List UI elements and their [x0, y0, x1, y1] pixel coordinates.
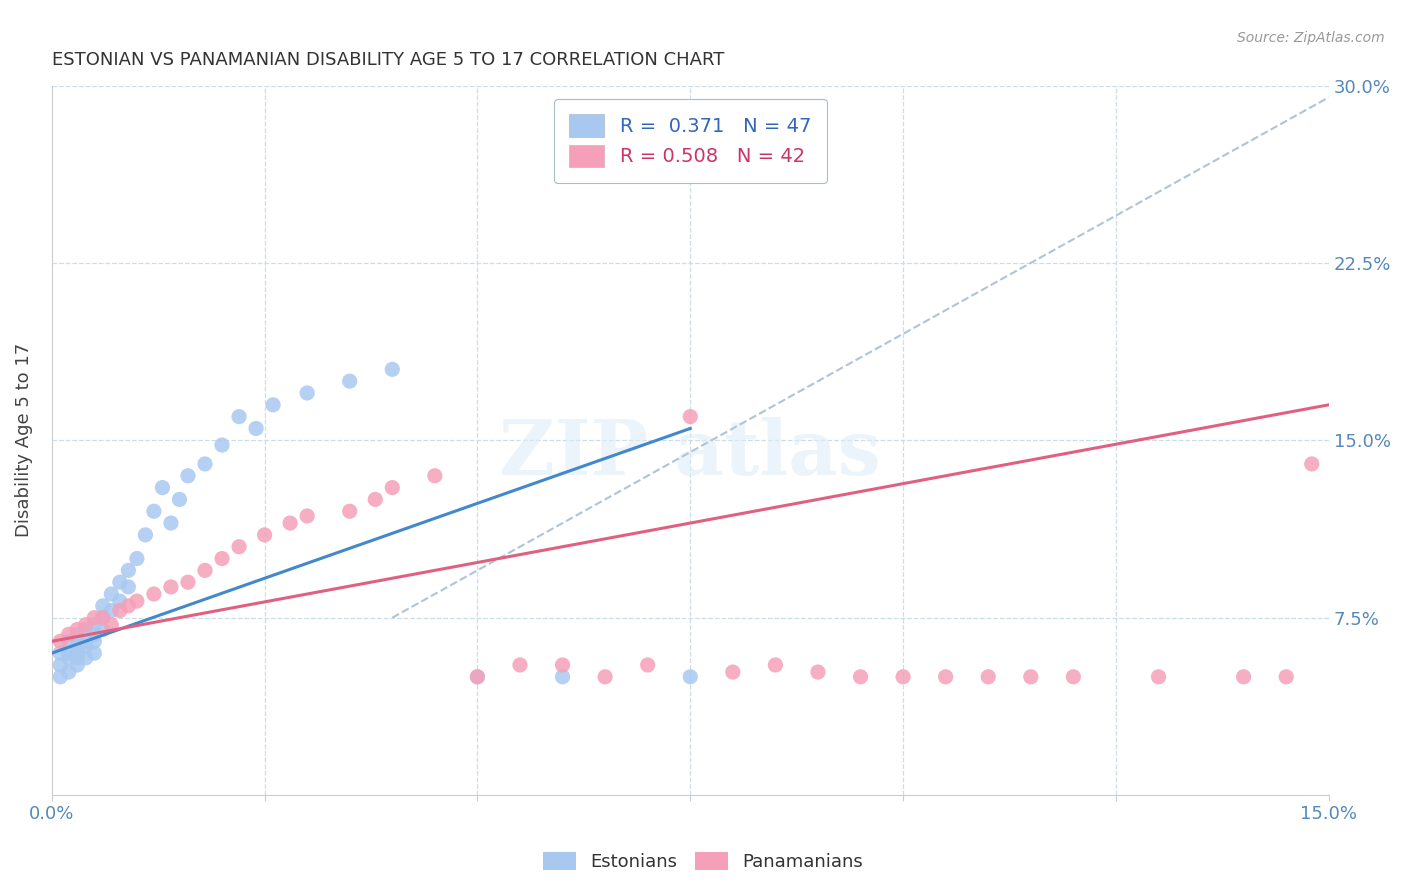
Point	[58, 665, 80, 679]
Point	[108, 575, 131, 590]
Point	[849, 670, 872, 684]
Point	[75, 634, 97, 648]
Point	[108, 594, 131, 608]
Point	[211, 438, 233, 452]
Point	[66, 627, 89, 641]
Point	[83, 627, 105, 641]
Text: Source: ZipAtlas.com: Source: ZipAtlas.com	[1237, 31, 1385, 45]
Point	[295, 508, 318, 523]
Point	[807, 665, 830, 679]
Point	[1275, 670, 1298, 684]
Point	[509, 657, 531, 672]
Point	[339, 504, 361, 518]
Point	[66, 651, 89, 665]
Text: ZIP atlas: ZIP atlas	[499, 417, 882, 491]
Point	[228, 540, 250, 554]
Point	[593, 670, 616, 684]
Point	[977, 670, 1000, 684]
Point	[134, 528, 156, 542]
Point	[142, 504, 165, 518]
Point	[891, 670, 914, 684]
Point	[364, 492, 387, 507]
Point	[551, 657, 574, 672]
Point	[75, 651, 97, 665]
Point	[211, 551, 233, 566]
Point	[194, 457, 217, 471]
Legend: R =  0.371   N = 47, R = 0.508   N = 42: R = 0.371 N = 47, R = 0.508 N = 42	[554, 99, 827, 183]
Point	[152, 481, 174, 495]
Point	[160, 516, 183, 530]
Point	[177, 575, 200, 590]
Point	[169, 492, 191, 507]
Point	[339, 374, 361, 388]
Point	[177, 468, 200, 483]
Point	[467, 670, 489, 684]
Point	[58, 646, 80, 660]
Point	[66, 657, 89, 672]
Point	[58, 634, 80, 648]
Point	[1301, 457, 1323, 471]
Point	[423, 468, 446, 483]
Point	[721, 665, 744, 679]
Point	[467, 670, 489, 684]
Point	[551, 670, 574, 684]
Point	[75, 617, 97, 632]
Point	[679, 409, 702, 424]
Point	[125, 594, 148, 608]
Point	[142, 587, 165, 601]
Point	[66, 646, 89, 660]
Point	[83, 634, 105, 648]
Point	[75, 623, 97, 637]
Point	[381, 362, 404, 376]
Point	[58, 651, 80, 665]
Point	[295, 386, 318, 401]
Y-axis label: Disability Age 5 to 17: Disability Age 5 to 17	[15, 343, 32, 537]
Point	[100, 587, 122, 601]
Point	[117, 599, 139, 613]
Point	[100, 617, 122, 632]
Point	[117, 563, 139, 577]
Point	[91, 610, 114, 624]
Point	[228, 409, 250, 424]
Point	[262, 398, 284, 412]
Point	[58, 627, 80, 641]
Point	[935, 670, 957, 684]
Point	[91, 599, 114, 613]
Text: ESTONIAN VS PANAMANIAN DISABILITY AGE 5 TO 17 CORRELATION CHART: ESTONIAN VS PANAMANIAN DISABILITY AGE 5 …	[52, 51, 724, 69]
Point	[763, 657, 786, 672]
Point	[83, 646, 105, 660]
Point	[679, 670, 702, 684]
Point	[100, 604, 122, 618]
Point	[1233, 670, 1256, 684]
Point	[194, 563, 217, 577]
Point	[278, 516, 301, 530]
Point	[83, 617, 105, 632]
Point	[245, 421, 267, 435]
Point	[49, 634, 72, 648]
Point	[637, 657, 659, 672]
Point	[49, 657, 72, 672]
Point	[91, 610, 114, 624]
Point	[91, 623, 114, 637]
Point	[381, 481, 404, 495]
Point	[117, 580, 139, 594]
Point	[253, 528, 276, 542]
Point	[108, 604, 131, 618]
Point	[75, 639, 97, 653]
Point	[1062, 670, 1084, 684]
Point	[160, 580, 183, 594]
Legend: Estonians, Panamanians: Estonians, Panamanians	[536, 845, 870, 879]
Point	[49, 670, 72, 684]
Point	[125, 551, 148, 566]
Point	[83, 610, 105, 624]
Point	[66, 639, 89, 653]
Point	[1019, 670, 1042, 684]
Point	[66, 623, 89, 637]
Point	[49, 646, 72, 660]
Point	[1147, 670, 1170, 684]
